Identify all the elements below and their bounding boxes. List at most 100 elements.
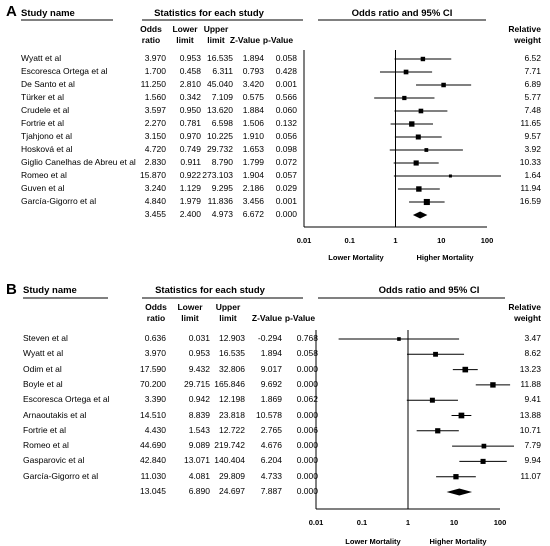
column-header: limit — [207, 35, 225, 45]
stat-value: 3.240 — [144, 183, 166, 193]
stat-value: 13.071 — [184, 455, 210, 466]
column-header: limit — [219, 313, 237, 323]
study-name: Boyle et al — [23, 378, 63, 389]
stat-value: 0.000 — [296, 440, 318, 451]
stat-value: 0.636 — [144, 333, 166, 343]
lower-mortality-label: Lower Mortality — [328, 253, 384, 262]
point-estimate-marker — [424, 148, 429, 152]
stat-value: 42.840 — [140, 455, 166, 466]
pooled-stat-value: 3.455 — [144, 209, 166, 219]
stat-value: 219.742 — [214, 440, 245, 451]
column-header: limit — [176, 35, 194, 45]
stat-value: 0.001 — [275, 196, 297, 206]
stat-value: 9.692 — [260, 378, 282, 389]
stat-value: 2.830 — [144, 157, 166, 167]
point-estimate-marker — [490, 382, 496, 388]
pooled-stat-value: 6.672 — [242, 209, 264, 219]
stat-value: 4.733 — [260, 470, 282, 481]
relative-weight-header: Relative — [508, 302, 541, 312]
stat-value: 2.186 — [242, 183, 264, 193]
point-estimate-marker — [441, 82, 446, 88]
column-header: Odds — [140, 24, 162, 34]
x-tick-label: 0.1 — [345, 236, 355, 245]
column-header: ratio — [141, 35, 161, 45]
plot-title: Odds ratio and 95% CI — [351, 8, 453, 19]
pooled-estimate-diamond — [446, 488, 473, 496]
stat-value: 0.058 — [296, 348, 318, 359]
point-estimate-marker — [429, 397, 435, 403]
stat-value: 0.060 — [275, 105, 297, 115]
relative-weight-value: 7.79 — [524, 440, 541, 451]
stat-value: 2.765 — [260, 424, 282, 435]
stat-value: 0.000 — [296, 409, 318, 420]
relative-weight-value: 13.88 — [519, 409, 541, 420]
relative-weight-value: 1.64 — [524, 170, 541, 180]
relative-weight-value: 9.94 — [524, 455, 541, 466]
relative-weight-header: weight — [514, 35, 541, 45]
column-header: limit — [181, 313, 199, 323]
stat-value: 16.535 — [219, 348, 245, 359]
stat-value: 11.836 — [207, 196, 233, 206]
point-estimate-marker — [403, 69, 409, 75]
stat-value: 0.793 — [242, 66, 264, 76]
stat-value: 273.103 — [202, 170, 233, 180]
forest-panel-a: A Study name Statistics for each study Odds… — [0, 0, 550, 272]
point-estimate-marker — [423, 198, 430, 206]
point-estimate-marker — [480, 458, 486, 464]
stat-value: 44.690 — [140, 440, 166, 451]
stat-value: 0.001 — [275, 79, 297, 89]
pooled-stat-value: 0.000 — [296, 486, 318, 496]
stat-value: 0.098 — [275, 144, 297, 154]
stat-value: 1.799 — [242, 157, 264, 167]
relative-weight-value: 11.94 — [520, 183, 541, 193]
stat-value: 12.722 — [219, 424, 245, 435]
pooled-estimate-diamond — [412, 211, 428, 219]
relative-weight-value: 7.48 — [524, 105, 541, 115]
stat-value: 9.295 — [211, 183, 233, 193]
stat-value: 1.979 — [179, 196, 201, 206]
study-name: Escoresca Ortega et al — [21, 66, 108, 76]
stat-value: 1.543 — [188, 424, 210, 435]
stat-value: 0.428 — [275, 66, 297, 76]
study-name: Odim et al — [23, 363, 62, 374]
stat-value: 4.676 — [260, 440, 282, 451]
stat-value: 10.225 — [207, 131, 233, 141]
study-name: Romeo et al — [23, 440, 69, 451]
stat-value: 9.017 — [260, 363, 282, 374]
stat-value: 0.458 — [179, 66, 201, 76]
stat-value: 4.430 — [144, 424, 166, 435]
point-estimate-marker — [458, 412, 465, 419]
relative-weight-value: 11.65 — [520, 118, 541, 128]
relative-weight-value: 3.47 — [524, 333, 541, 343]
stat-value: 9.089 — [188, 440, 210, 451]
stat-value: 1.653 — [242, 144, 264, 154]
relative-weight-value: 13.23 — [519, 363, 541, 374]
study-name: Fortrie et al — [21, 118, 64, 128]
stat-value: 0.006 — [296, 424, 318, 435]
column-header: Z-Value — [251, 313, 283, 323]
x-tick-label: 0.01 — [297, 236, 312, 245]
stat-value: 4.840 — [144, 196, 166, 206]
x-tick-label: 1 — [406, 518, 410, 527]
pooled-stat-value: 0.000 — [275, 209, 297, 219]
study-name-header: Study name — [21, 8, 75, 19]
column-header: Upper — [215, 302, 241, 312]
stat-value: 0.062 — [296, 394, 318, 405]
panel-letter: A — [6, 3, 17, 20]
stat-value: 0.342 — [179, 92, 201, 102]
stat-value: 1.129 — [179, 183, 201, 193]
relative-weight-value: 9.57 — [524, 131, 541, 141]
stat-value: 1.894 — [260, 348, 282, 359]
stat-value: 45.040 — [207, 79, 233, 89]
relative-weight-value: 3.92 — [524, 144, 541, 154]
stat-value: 17.590 — [140, 363, 166, 374]
study-name: Giglio Canelhas de Abreu et al — [21, 157, 136, 167]
statistics-header: Statistics for each study — [155, 285, 265, 296]
stat-value: 0.000 — [296, 470, 318, 481]
study-name: Escoresca Ortega et al — [23, 394, 110, 405]
relative-weight-value: 6.52 — [524, 53, 541, 63]
x-tick-label: 1 — [393, 236, 397, 245]
point-estimate-marker — [402, 95, 407, 101]
stat-value: 1.700 — [144, 66, 166, 76]
point-estimate-marker — [416, 186, 422, 192]
